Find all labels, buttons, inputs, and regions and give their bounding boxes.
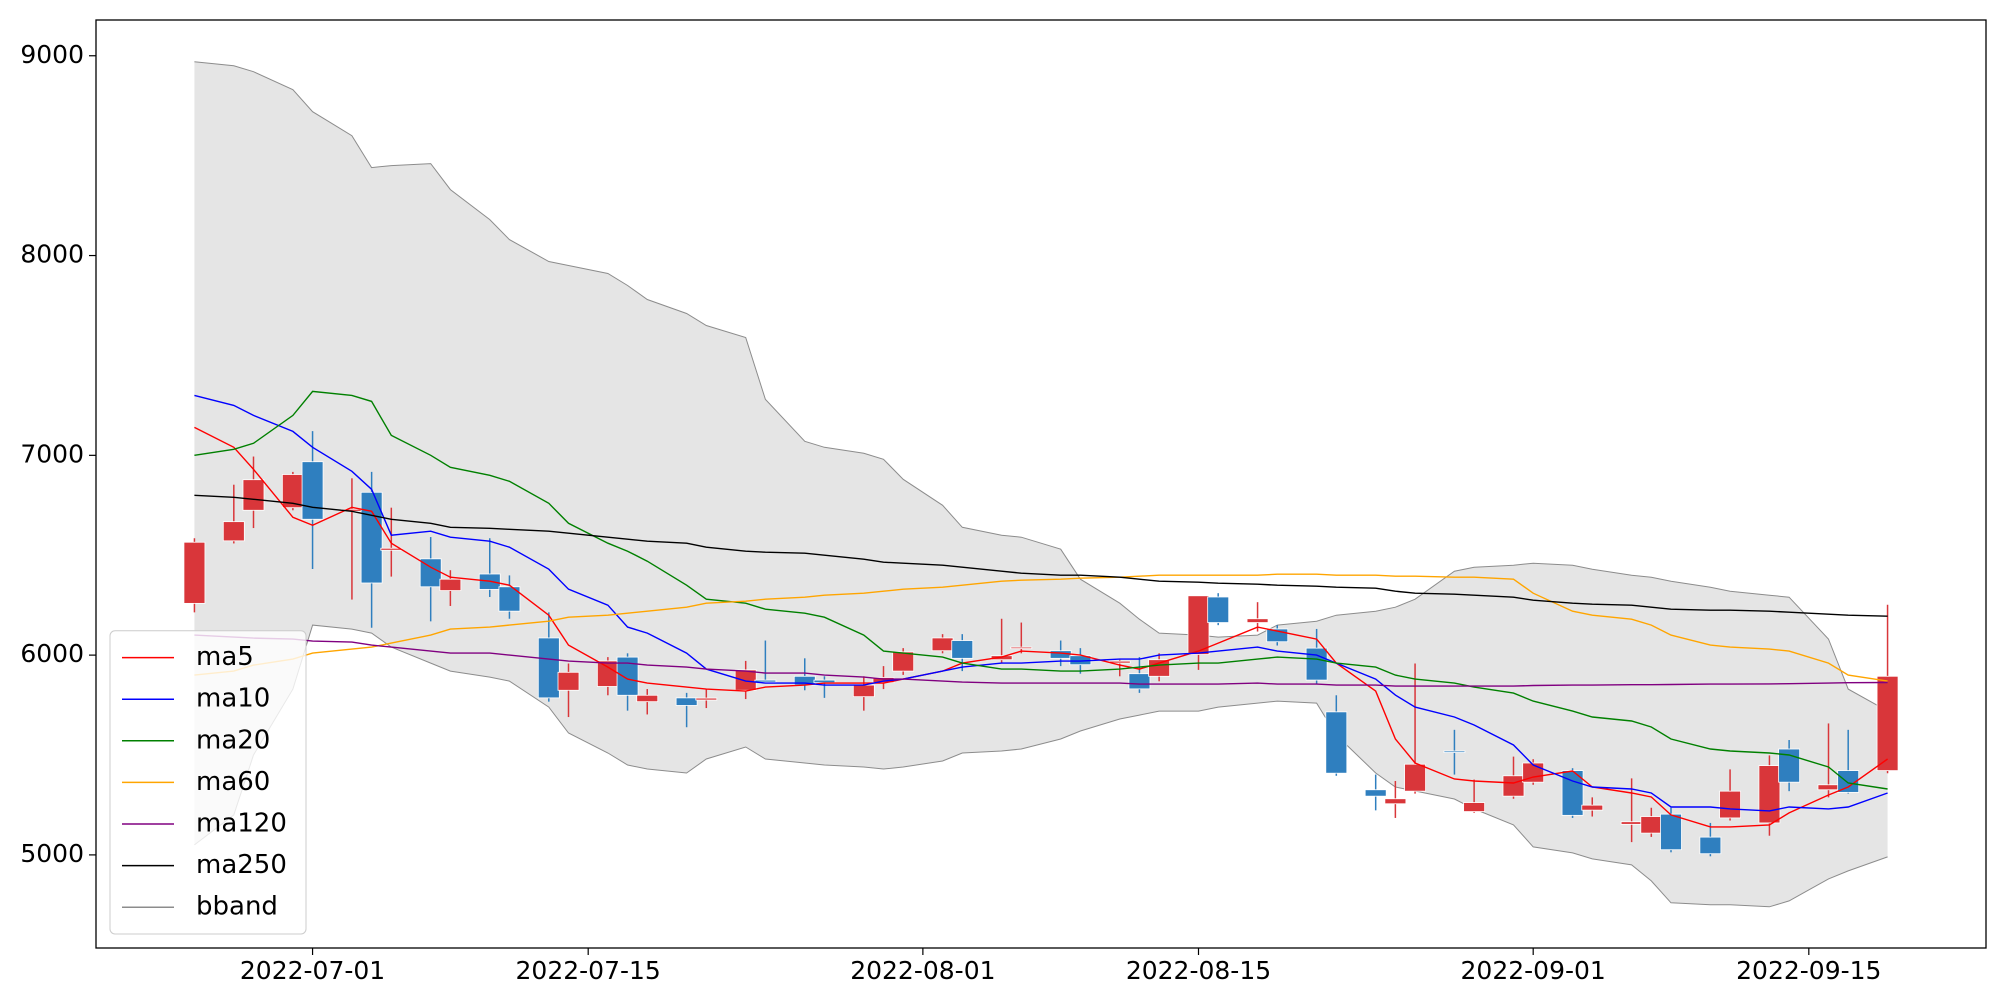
candle-body <box>1010 646 1033 650</box>
band-area <box>194 61 1888 907</box>
candle-body <box>1305 647 1328 681</box>
legend-label: ma20 <box>196 725 270 755</box>
candle-body <box>222 521 245 542</box>
candle-body <box>242 479 265 511</box>
x-tick-label: 2022-09-15 <box>1736 956 1881 985</box>
candle-body <box>596 660 619 687</box>
y-tick-label: 9000 <box>20 40 84 69</box>
x-tick-label: 2022-08-01 <box>850 956 995 985</box>
y-tick-label: 7000 <box>20 439 84 468</box>
x-tick-label: 2022-07-01 <box>240 956 385 985</box>
candle-body <box>734 669 757 691</box>
line-layer <box>194 390 1889 828</box>
candle-body <box>183 541 206 604</box>
candle-layer <box>183 431 1899 857</box>
legend-label: ma60 <box>196 767 270 797</box>
candle-body <box>951 640 974 659</box>
ma-line <box>194 494 1888 617</box>
candle-body <box>1443 750 1466 753</box>
candle-body <box>675 697 698 706</box>
plot-frame <box>95 19 1987 949</box>
candle-body <box>1187 595 1210 655</box>
candle-body <box>1620 821 1643 825</box>
candle-body <box>1699 836 1722 855</box>
candle-body <box>537 637 560 699</box>
axis-layer: 5000 6000 7000 8000 9000 2022-07-01 2022-07-15… <box>20 40 1881 985</box>
candle-body <box>1876 675 1899 771</box>
legend: ma5 ma10 ma20 ma60 ma120 ma250 bband <box>109 630 307 935</box>
legend-box <box>109 630 307 935</box>
candle-body <box>616 656 639 696</box>
y-tick-label: 5000 <box>20 839 84 868</box>
ma-line <box>194 634 1888 687</box>
candle-body <box>1581 804 1604 811</box>
y-tick-label: 6000 <box>20 639 84 668</box>
candle-body <box>1817 784 1840 791</box>
band-layer <box>194 61 1888 908</box>
candle-body <box>1837 770 1860 793</box>
legend-label: ma120 <box>196 809 287 839</box>
x-tick-label: 2022-07-15 <box>516 956 661 985</box>
legend-label: ma250 <box>196 850 287 880</box>
candle-body <box>1384 798 1407 805</box>
candle-body <box>754 679 777 683</box>
x-tick-label: 2022-08-15 <box>1126 956 1271 985</box>
candle-body <box>301 461 324 520</box>
candle-body <box>557 671 580 691</box>
legend-label: ma10 <box>196 684 270 714</box>
candle-body <box>1325 711 1348 774</box>
legend-label: ma5 <box>196 642 254 672</box>
candle-body <box>636 694 659 703</box>
candle-body <box>380 547 403 551</box>
candle-body <box>1364 789 1387 797</box>
candle-body <box>1502 775 1525 797</box>
legend-label: bband <box>196 892 278 922</box>
candle-body <box>1148 659 1171 677</box>
candle-body <box>892 651 915 672</box>
ma-line <box>194 390 1888 790</box>
candle-body <box>1660 813 1682 851</box>
candle-body <box>1246 618 1269 623</box>
candle-body <box>813 679 836 684</box>
candle-body <box>498 586 521 612</box>
candle-body <box>852 684 875 698</box>
x-tick-label: 2022-09-01 <box>1461 956 1606 985</box>
candle-body <box>1404 763 1426 792</box>
y-tick-label: 8000 <box>20 240 84 269</box>
candle-body <box>1640 816 1663 834</box>
candle-body <box>695 697 718 701</box>
candle-body <box>1719 790 1741 819</box>
ma-line <box>194 573 1888 682</box>
band-lower <box>194 624 1888 908</box>
candle-body <box>1207 596 1230 623</box>
candle-body <box>1758 765 1781 824</box>
candle-body <box>360 491 383 584</box>
ma-line <box>194 394 1888 812</box>
band-upper <box>194 61 1888 712</box>
candle-body <box>1128 673 1151 690</box>
candle-body <box>1463 802 1486 812</box>
candle-body <box>439 578 462 591</box>
candle-body <box>931 637 954 652</box>
